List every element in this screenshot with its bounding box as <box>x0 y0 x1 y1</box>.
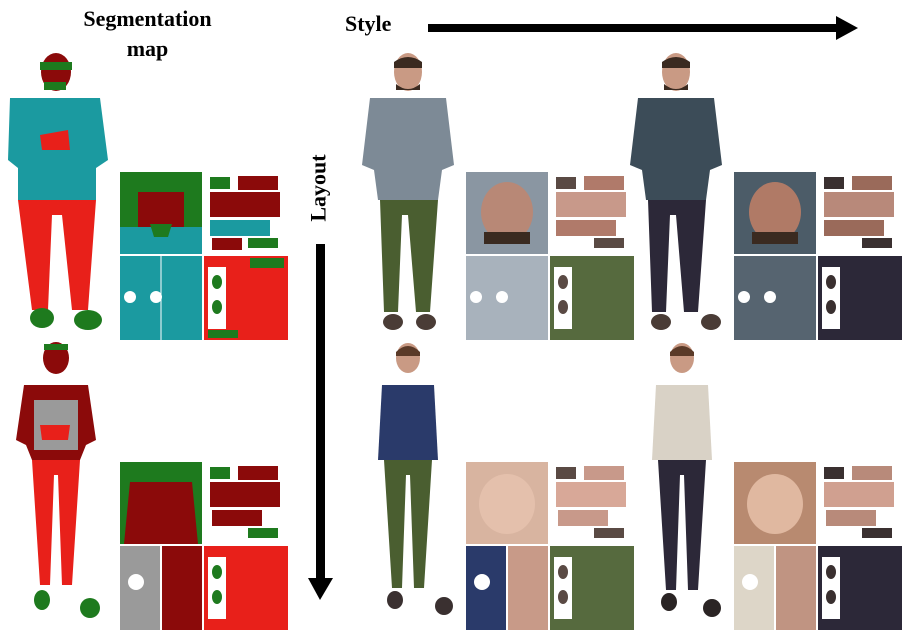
male-style1-atlas <box>466 172 634 340</box>
female-style1-atlas <box>466 462 634 630</box>
segmentation-map-title: Segmentation map <box>83 6 212 61</box>
female-style2-atlas <box>734 462 902 630</box>
female-segmentation-atlas <box>120 462 288 630</box>
style-arrow <box>428 16 858 40</box>
male-segmentation-atlas <box>120 172 288 340</box>
style-axis-label: Style <box>345 11 392 36</box>
male-style2-atlas <box>734 172 902 340</box>
layout-arrow <box>308 244 333 600</box>
